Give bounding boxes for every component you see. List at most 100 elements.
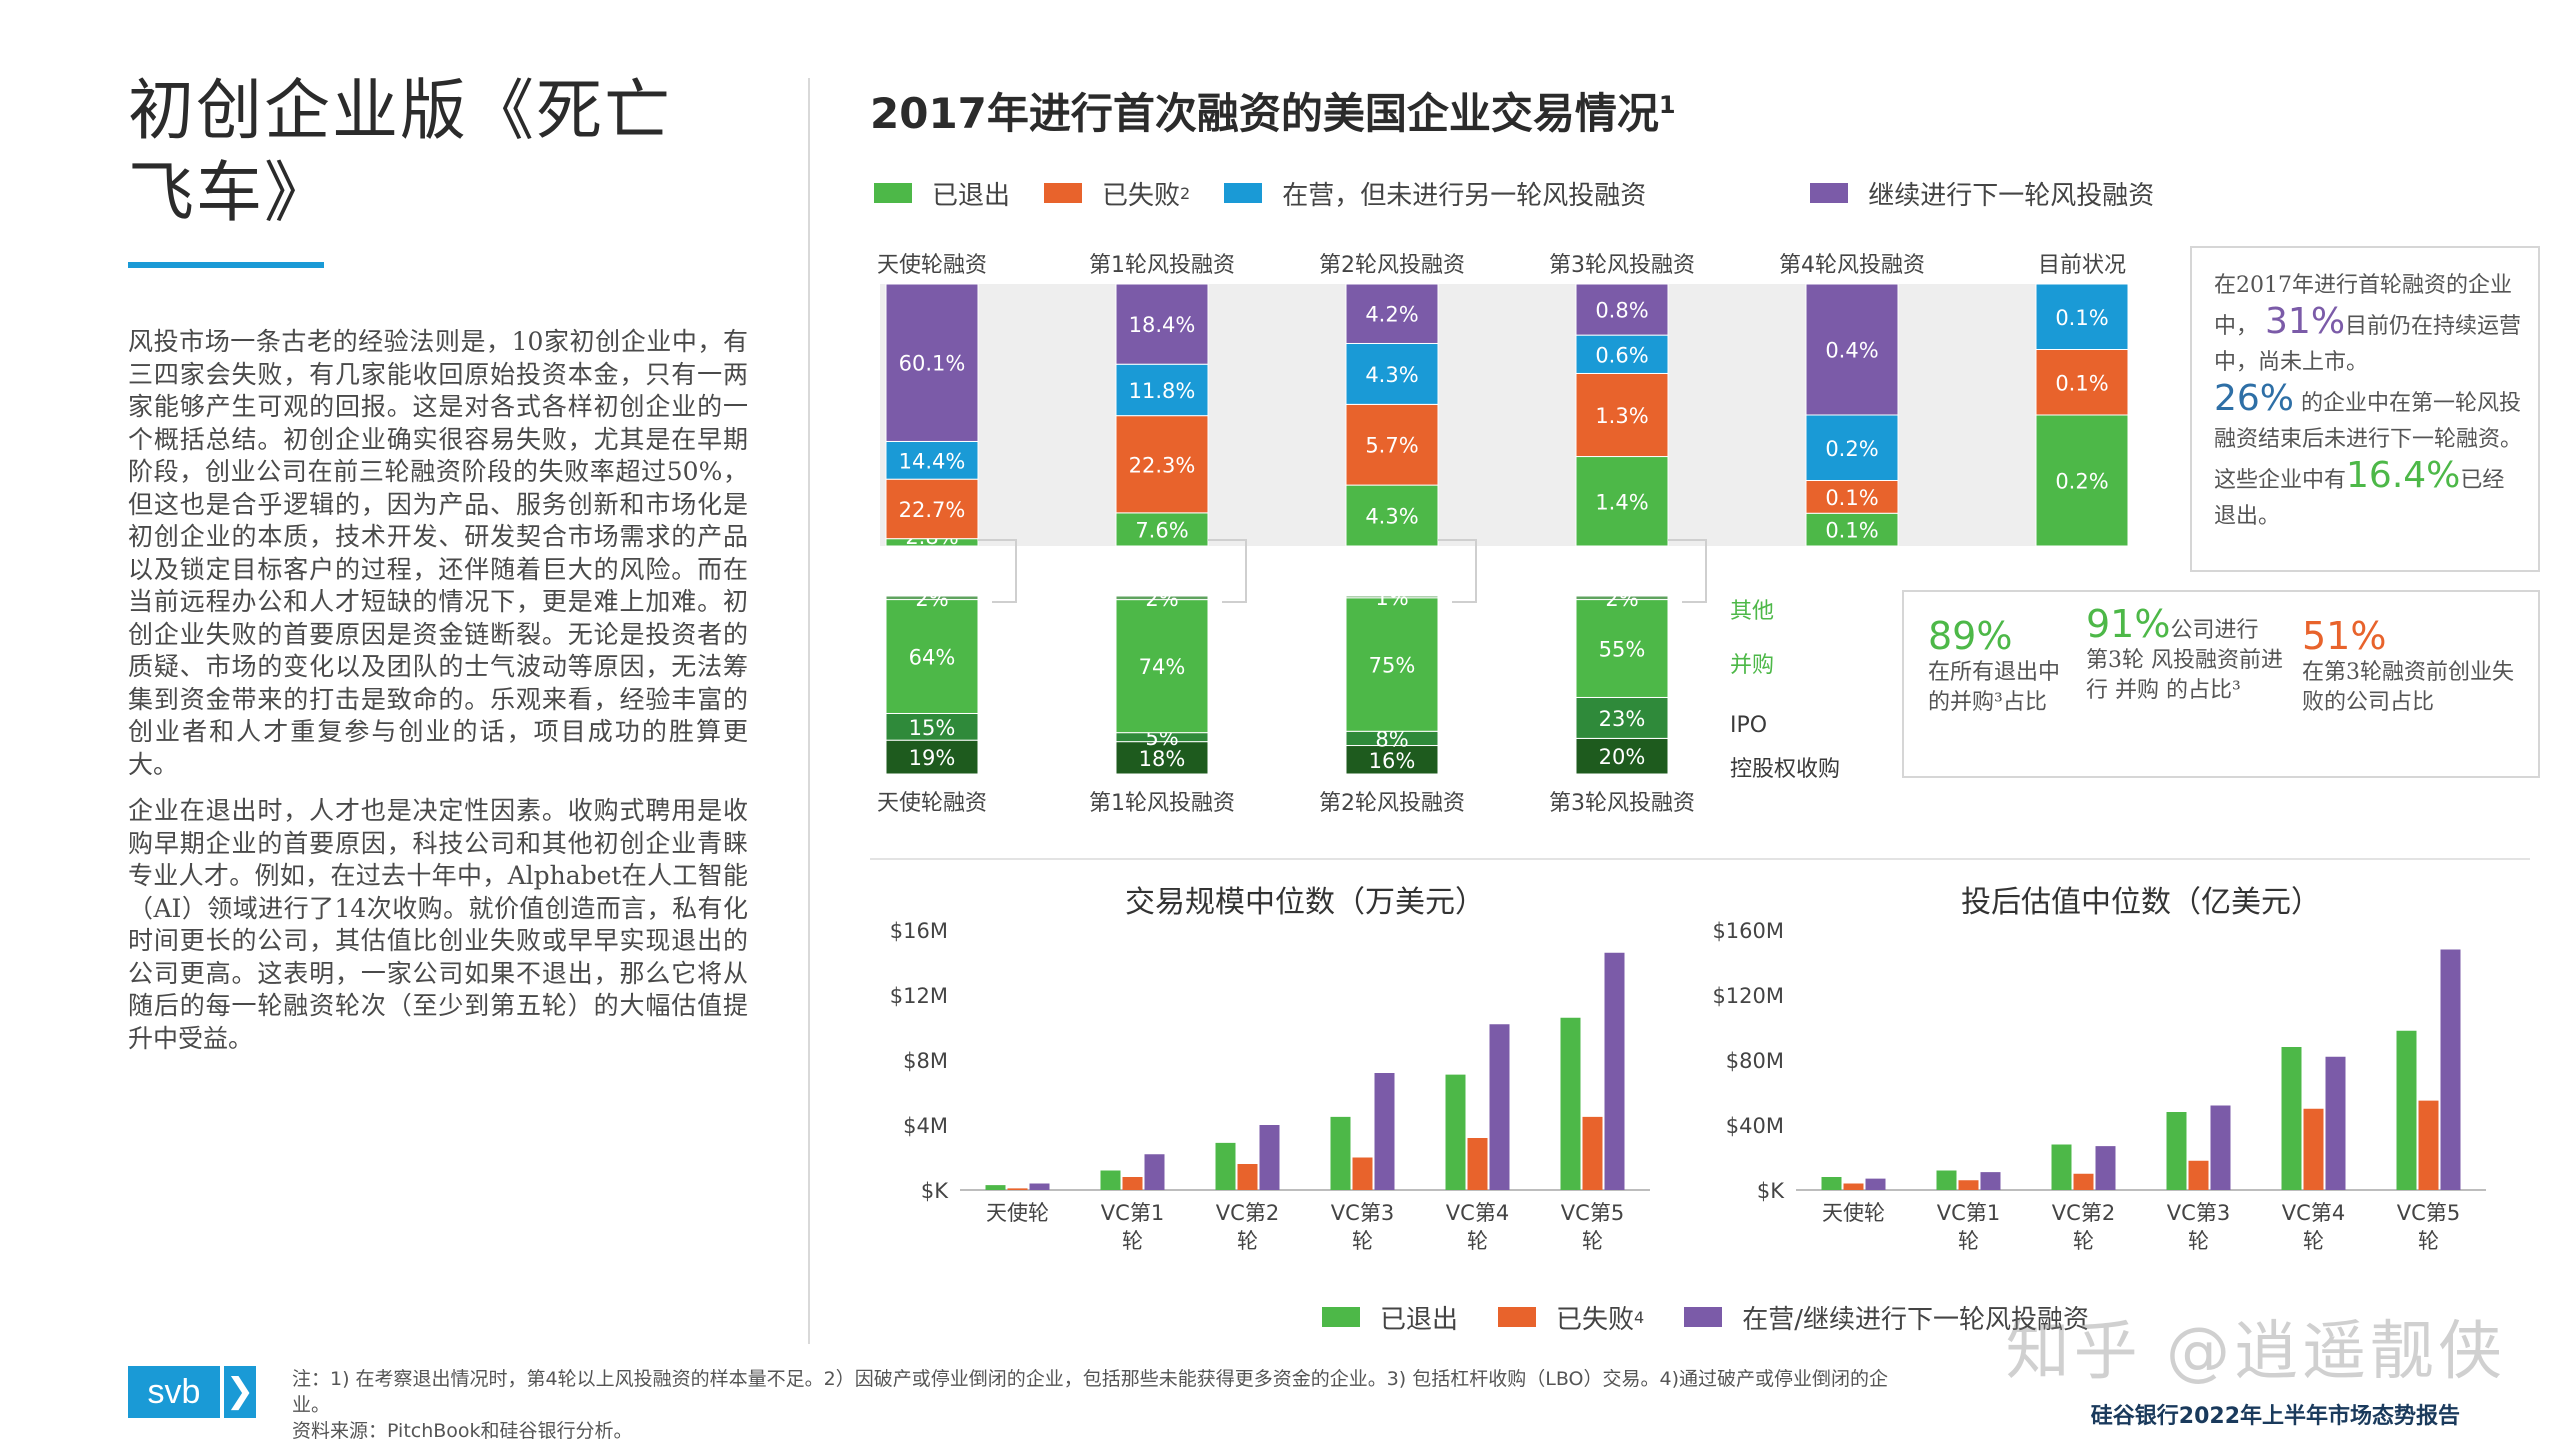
data-label: 0.1% (1825, 519, 1878, 543)
stat-31-percent: 31% (2265, 301, 2346, 342)
bar (2303, 1108, 2324, 1190)
exit-data-label: 2% (915, 587, 948, 611)
exit-data-label: 64% (909, 646, 956, 670)
data-label: 0.6% (1595, 343, 1648, 367)
y-tick-label: $40M (1726, 1114, 1784, 1138)
stacked-bar-segment (1575, 334, 1669, 374)
category-label: 第3轮风投融资 (1549, 253, 1695, 278)
bar (1582, 1116, 1603, 1190)
data-label: 0.2% (2055, 470, 2108, 494)
x-tick-label: 轮 (1237, 1229, 1258, 1253)
data-label: 0.1% (2055, 306, 2108, 330)
data-label: 0.1% (1825, 486, 1878, 510)
y-tick-label: $8M (903, 1049, 948, 1073)
data-label: 0.2% (1825, 437, 1878, 461)
x-tick-label: VC第5 (2397, 1201, 2460, 1225)
legend-swatch (1224, 183, 1263, 203)
connector-line (1438, 539, 1477, 603)
legend-swatch (1810, 183, 1849, 203)
bar (1489, 1024, 1510, 1190)
watermark: 知乎 @逍遥靓侠 (2005, 1315, 2506, 1389)
bar (1330, 1116, 1351, 1190)
x-tick-label: VC第4 (1446, 1201, 1509, 1225)
exit-type-label: 并购 (1730, 653, 1774, 678)
stacked-bar-segment (1115, 363, 1209, 417)
legend-bottom: 已退出 已失败 4 在营/继续进行下一轮风投融资 (1322, 1299, 2089, 1336)
bar (1259, 1125, 1280, 1190)
x-tick-label: VC第2 (2052, 1201, 2115, 1225)
stacked-bar-segment (2035, 349, 2129, 416)
exit-bar-segment (885, 595, 979, 601)
y-tick-label: $80M (1726, 1049, 1784, 1073)
data-label: 5.7% (1365, 434, 1418, 458)
x-tick-label: 天使轮 (1822, 1201, 1885, 1225)
stacked-bar-segment (1575, 283, 1669, 336)
legend-swatch (874, 183, 912, 203)
data-label: 11.8% (1129, 379, 1196, 403)
x-tick-label: 轮 (2073, 1229, 2094, 1253)
bar (2188, 1160, 2209, 1190)
stat-16-percent: 16.4% (2346, 455, 2461, 496)
bar (2166, 1112, 2187, 1190)
exit-bar-segment (1115, 595, 1209, 601)
exit-data-label: 16% (1369, 749, 1416, 773)
bar (1215, 1142, 1236, 1190)
chart-title: 2017年进行首次融资的美国企业交易情况1 (870, 89, 1676, 138)
report-footer: 硅谷银行2022年上半年市场态势报告 (2090, 1404, 2460, 1429)
exit-type-label: IPO (1730, 713, 1767, 738)
info-box-summary: 在2017年进行首轮融资的企业中， 31%目前仍在持续运营中，尚未上市。 26%… (2190, 246, 2540, 572)
x-tick-label: 天使轮 (986, 1201, 1049, 1225)
x-tick-label: 轮 (1122, 1229, 1143, 1253)
x-tick-label: 轮 (1582, 1229, 1603, 1253)
bar (1374, 1073, 1395, 1190)
y-tick-label: $4M (903, 1114, 948, 1138)
data-label: 18.4% (1129, 313, 1196, 337)
bar (1467, 1138, 1488, 1190)
bar (1445, 1074, 1466, 1190)
category-label: 第2轮风投融资 (1319, 253, 1465, 278)
title-underline (128, 262, 324, 268)
stacked-bar-segment (885, 283, 979, 442)
exit-bar-segment (1345, 745, 1439, 775)
exit-data-label: 15% (909, 716, 956, 740)
legend-top: 已退出 已失败 2 在营，但未进行另一轮风投融资 继续进行下一轮风投融资 (874, 175, 2154, 212)
x-tick-label: 轮 (1958, 1229, 1979, 1253)
body-paragraph-1: 风投市场一条古老的经验法则是，10家初创企业中，有三四家会失败，有几家能收回原始… (128, 327, 748, 779)
exit-bar-segment (885, 712, 979, 741)
exit-bar-segment (885, 599, 979, 714)
data-label: 60.1% (899, 352, 966, 376)
exit-bar-segment (1115, 599, 1209, 734)
bar (1029, 1183, 1050, 1190)
stacked-bar-segment (1345, 283, 1439, 344)
exit-bar-segment (1575, 599, 1669, 698)
bar (1958, 1180, 1979, 1190)
bar (2095, 1146, 2116, 1190)
bar (2281, 1047, 2302, 1190)
stacked-bar-segment (1345, 403, 1439, 486)
bar (1865, 1178, 1886, 1190)
stat-item-failure-rate: 51% 在第3轮融资前创业失败的公司占比 (2302, 614, 2514, 715)
bar (1821, 1177, 1842, 1190)
stacked-bar-segment (1805, 512, 1899, 547)
section-divider (870, 858, 2530, 860)
category-label: 第1轮风投融资 (1089, 253, 1235, 278)
legend-item-exited: 已退出 (1322, 1299, 1458, 1336)
category-label: 目前状况 (2038, 253, 2126, 278)
bar (2418, 1100, 2439, 1190)
bar (2396, 1030, 2417, 1190)
data-label: 1.3% (1595, 404, 1648, 428)
x-tick-label: VC第4 (2282, 1201, 2345, 1225)
funding-stages-chart: 天使轮融资第1轮风投融资第2轮风投融资第3轮风投融资第4轮风投融资目前状况2.8… (877, 253, 2129, 816)
x-tick-label: VC第2 (1216, 1201, 1279, 1225)
stat-item-pre-round3: 91%公司进行 第3轮 风投融资前进行 并购 的占比³ (2086, 602, 2283, 703)
stacked-bar-segment (2035, 414, 2129, 547)
y-tick-label: $16M (890, 919, 948, 943)
legend-swatch (1498, 1307, 1537, 1327)
svb-logo: svb ❯ (128, 1366, 256, 1418)
exit-category-label: 第1轮风投融资 (1089, 791, 1235, 816)
bar (1560, 1017, 1581, 1190)
legend-swatch (1684, 1307, 1723, 1327)
legend-item-active: 在营，但未进行另一轮风投融资 (1224, 175, 1646, 212)
exit-bar-segment (1345, 595, 1439, 599)
info-box-exit-stats: 89% 在所有退出中的并购³占比 91%公司进行 第3轮 风投融资前进行 并购 … (1902, 590, 2540, 778)
